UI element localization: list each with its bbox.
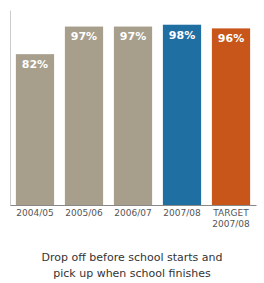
x-tick-label: 2007/08 bbox=[163, 208, 201, 218]
data-labels: 82% 97% 97% 98% 96% bbox=[22, 29, 244, 71]
x-tick-label-line: TARGET bbox=[212, 208, 249, 218]
x-tick: 2006/07 bbox=[114, 208, 151, 218]
x-tick-label-line: 2005/06 bbox=[65, 208, 103, 218]
x-tick-label: 2005/06 bbox=[65, 208, 103, 218]
bar bbox=[16, 54, 54, 205]
caption-line: pick up when school finishes bbox=[53, 267, 211, 280]
data-label: 96% bbox=[218, 32, 244, 45]
x-tick-label-line: 2006/07 bbox=[114, 208, 151, 218]
x-tick-label: 2006/07 bbox=[114, 208, 151, 218]
x-tick: 2005/06 bbox=[65, 208, 103, 218]
x-tick: 2007/08 bbox=[163, 208, 201, 218]
caption: Drop off before school starts and pick up… bbox=[42, 251, 223, 280]
data-label: 97% bbox=[120, 30, 146, 43]
x-tick: TARGET2007/08 bbox=[212, 208, 250, 228]
x-tick-label-line: 2007/08 bbox=[212, 219, 250, 229]
plot: 2004/052005/062006/072007/08TARGET2007/0… bbox=[11, 11, 257, 229]
bar bbox=[212, 28, 250, 205]
caption-line: Drop off before school starts and bbox=[42, 251, 223, 264]
x-axis: 2004/052005/062006/072007/08TARGET2007/0… bbox=[11, 206, 257, 229]
bar bbox=[114, 27, 152, 205]
bar bbox=[163, 25, 201, 205]
y-axis-line bbox=[10, 11, 11, 206]
x-tick-label-line: 2004/05 bbox=[16, 208, 53, 218]
x-tick-label-line: 2007/08 bbox=[163, 208, 201, 218]
data-label: 82% bbox=[22, 58, 48, 71]
x-tick: 2004/05 bbox=[16, 208, 53, 218]
y-axis bbox=[10, 11, 11, 206]
data-label: 97% bbox=[71, 30, 97, 43]
chart: 2004/052005/062006/072007/08TARGET2007/0… bbox=[0, 0, 264, 283]
x-tick-label: 2004/05 bbox=[16, 208, 53, 218]
data-label: 98% bbox=[169, 29, 195, 42]
bars bbox=[16, 25, 250, 205]
x-tick-label: TARGET2007/08 bbox=[212, 208, 250, 228]
bar bbox=[65, 27, 103, 205]
x-axis-line bbox=[11, 205, 257, 206]
